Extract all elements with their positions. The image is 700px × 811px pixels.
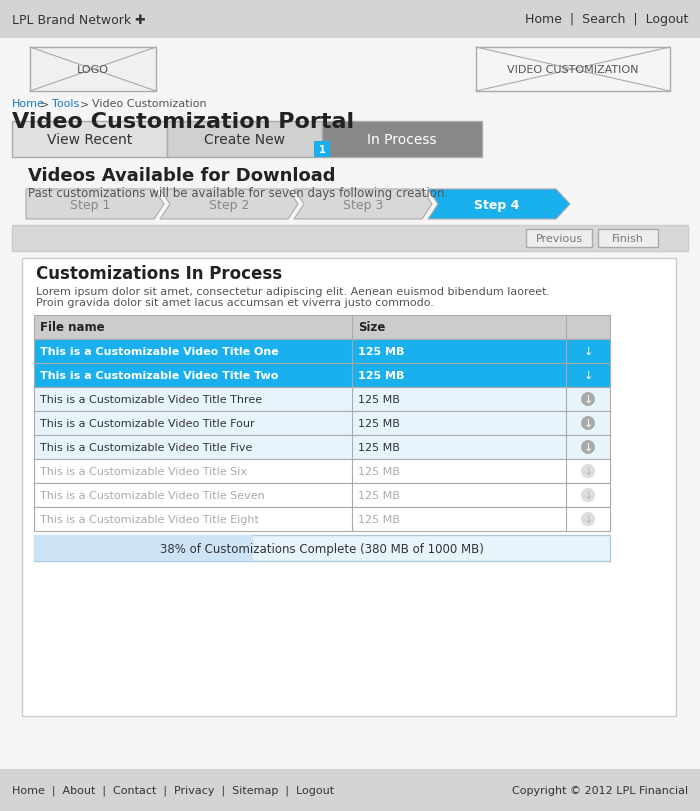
Bar: [0, 0, 700, 39]
Text: Home  |  About  |  Contact  |  Privacy  |  Sitemap  |  Logout: Home | About | Contact | Privacy | Sitem…: [12, 785, 334, 796]
Text: 1: 1: [318, 145, 326, 155]
Text: Create New: Create New: [204, 133, 285, 147]
Text: This is a Customizable Video Title Seven: This is a Customizable Video Title Seven: [40, 491, 265, 500]
Bar: [322, 122, 482, 158]
Text: Step 4: Step 4: [475, 198, 519, 211]
Text: Size: Size: [358, 321, 386, 334]
Text: View Recent: View Recent: [47, 133, 132, 147]
Text: VIDEO CUSTOMIZATION: VIDEO CUSTOMIZATION: [508, 65, 638, 75]
Bar: [34, 508, 610, 531]
Text: ↓: ↓: [583, 514, 593, 524]
Text: 125 MB: 125 MB: [358, 491, 400, 500]
Bar: [12, 122, 167, 158]
Text: This is a Customizable Video Title Three: This is a Customizable Video Title Three: [40, 394, 262, 405]
Text: ↓: ↓: [583, 490, 593, 500]
Text: This is a Customizable Video Title Two: This is a Customizable Video Title Two: [40, 371, 279, 380]
Bar: [34, 436, 610, 460]
Text: 125 MB: 125 MB: [358, 443, 400, 453]
Text: ↓: ↓: [583, 370, 593, 380]
Text: 125 MB: 125 MB: [358, 394, 400, 405]
Text: Previous: Previous: [536, 234, 582, 243]
Text: Video Customization: Video Customization: [92, 99, 206, 109]
Bar: [34, 535, 253, 561]
Text: 125 MB: 125 MB: [358, 371, 405, 380]
Text: >: >: [80, 99, 90, 109]
Text: Finish: Finish: [612, 234, 644, 243]
Bar: [34, 340, 610, 363]
Text: Customizations In Process: Customizations In Process: [36, 264, 282, 283]
Bar: [167, 122, 322, 158]
Text: This is a Customizable Video Title One: This is a Customizable Video Title One: [40, 346, 279, 357]
Text: Lorem ipsum dolor sit amet, consectetur adipiscing elit. Aenean euismod bibendum: Lorem ipsum dolor sit amet, consectetur …: [36, 286, 550, 297]
Bar: [22, 259, 676, 716]
Bar: [34, 483, 610, 508]
Circle shape: [581, 440, 595, 454]
Text: In Process: In Process: [368, 133, 437, 147]
Bar: [476, 48, 670, 92]
Text: Step 1: Step 1: [70, 198, 110, 211]
Bar: [526, 230, 592, 247]
Bar: [34, 388, 610, 411]
Polygon shape: [428, 190, 570, 220]
Text: Home: Home: [12, 99, 45, 109]
Polygon shape: [294, 190, 432, 220]
Text: ↓: ↓: [583, 394, 593, 404]
Text: LPL Brand Network ✚: LPL Brand Network ✚: [12, 14, 146, 27]
Circle shape: [581, 417, 595, 431]
Text: >: >: [40, 99, 49, 109]
Bar: [34, 411, 610, 436]
Text: Copyright © 2012 LPL Financial: Copyright © 2012 LPL Financial: [512, 785, 688, 795]
Bar: [30, 48, 156, 92]
Text: This is a Customizable Video Title Four: This is a Customizable Video Title Four: [40, 418, 255, 428]
Text: Step 3: Step 3: [343, 198, 383, 211]
Text: Step 2: Step 2: [209, 198, 249, 211]
Text: 125 MB: 125 MB: [358, 466, 400, 476]
Text: Tools: Tools: [52, 99, 79, 109]
Text: Video Customization Portal: Video Customization Portal: [12, 112, 354, 132]
Bar: [12, 162, 688, 723]
Circle shape: [581, 393, 595, 406]
Text: File name: File name: [40, 321, 104, 334]
Bar: [34, 535, 610, 561]
Text: This is a Customizable Video Title Six: This is a Customizable Video Title Six: [40, 466, 247, 476]
Text: Home  |  Search  |  Logout: Home | Search | Logout: [524, 14, 688, 27]
Bar: [598, 230, 658, 247]
Bar: [314, 142, 330, 158]
Text: 125 MB: 125 MB: [358, 418, 400, 428]
Polygon shape: [160, 190, 298, 220]
Circle shape: [581, 513, 595, 526]
Text: Proin gravida dolor sit amet lacus accumsan et viverra justo commodo.: Proin gravida dolor sit amet lacus accum…: [36, 298, 434, 307]
Text: LOGO: LOGO: [77, 65, 109, 75]
Text: Past customizations will be available for seven days following creation.: Past customizations will be available fo…: [28, 187, 448, 200]
Text: 38% of Customizations Complete (380 MB of 1000 MB): 38% of Customizations Complete (380 MB o…: [160, 542, 484, 555]
Text: Videos Available for Download: Videos Available for Download: [28, 167, 335, 185]
Bar: [34, 363, 610, 388]
Text: ↓: ↓: [583, 418, 593, 428]
Text: 125 MB: 125 MB: [358, 346, 405, 357]
Text: ↓: ↓: [583, 442, 593, 452]
Circle shape: [581, 368, 595, 383]
Text: ↓: ↓: [583, 346, 593, 356]
Polygon shape: [26, 190, 164, 220]
Bar: [34, 315, 610, 340]
Circle shape: [581, 345, 595, 358]
Text: 125 MB: 125 MB: [358, 514, 400, 525]
Text: This is a Customizable Video Title Eight: This is a Customizable Video Title Eight: [40, 514, 259, 525]
Text: This is a Customizable Video Title Five: This is a Customizable Video Title Five: [40, 443, 253, 453]
Bar: [0, 769, 700, 811]
Circle shape: [581, 465, 595, 478]
Circle shape: [581, 488, 595, 502]
Bar: [12, 225, 688, 251]
Text: ↓: ↓: [583, 466, 593, 476]
Bar: [34, 460, 610, 483]
